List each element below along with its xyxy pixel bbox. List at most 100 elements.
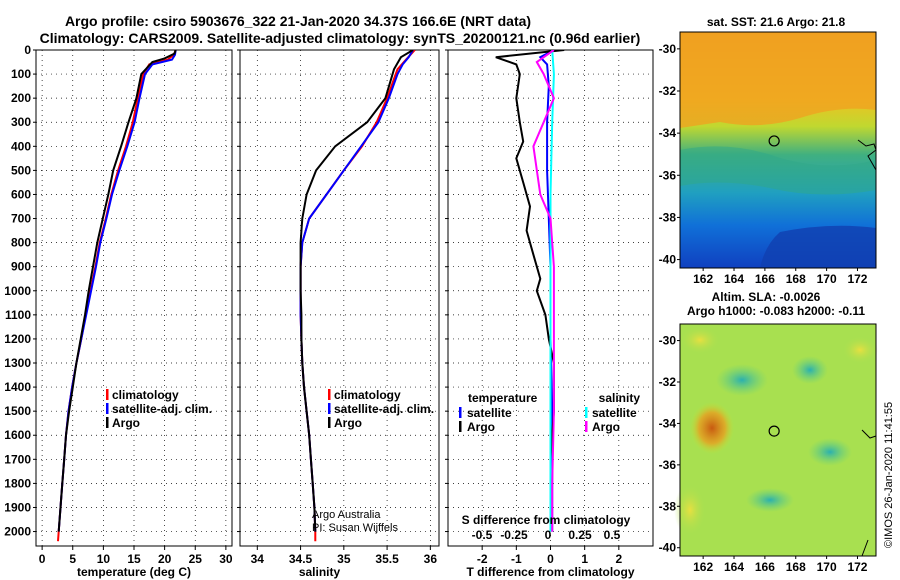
y-tick-label: 1200 [4, 332, 31, 346]
series-group [495, 50, 565, 532]
x-tick-label: 5 [69, 552, 76, 566]
legend-swatch [106, 389, 109, 400]
y-tick-label: 600 [11, 187, 31, 201]
top-tick-label: -0.25 [500, 528, 528, 542]
legend-label: Argo [592, 420, 620, 434]
x-tick-label: 10 [97, 552, 111, 566]
sla-anomaly-high [674, 484, 706, 536]
map-x-tick-label: 162 [693, 560, 713, 574]
series-line-argo [299, 50, 414, 532]
x-tick-label: 15 [127, 552, 141, 566]
top-axis-label: S difference from climatology [462, 513, 631, 527]
legend-label: satellite-adj. clim. [334, 402, 434, 416]
salinity-panel: 34 34.5 35 35.5 36 salinity climatologysatelli… [237, 49, 440, 579]
sst-coastline [857, 139, 877, 171]
sla-anomaly-high [680, 326, 720, 354]
map-y-tick-label: -30 [659, 334, 677, 348]
temperature-panel: 0 5 10 15 20 25 300100200300400500600700800900… [4, 43, 233, 579]
map-x-tick-label: 170 [817, 560, 837, 574]
legend-swatch [585, 421, 588, 432]
sla-anomaly-high [842, 336, 878, 364]
y-tick-label: 700 [11, 212, 31, 226]
sst-green-band [680, 146, 876, 195]
sst-map-frame [679, 31, 877, 269]
legend-label: Argo [112, 416, 140, 430]
y-tick-label: 1700 [4, 452, 31, 466]
sla-coastline [861, 429, 877, 557]
legend-swatch [328, 403, 331, 414]
map-y-tick-label: -34 [659, 416, 677, 430]
y-tick-label: 100 [11, 67, 31, 81]
legend-swatch [459, 407, 462, 418]
map-y-tick-label: -38 [659, 210, 677, 224]
sla-map: Altim. SLA: -0.0026 Argo h1000: -0.083 h… [659, 290, 878, 574]
map-y-tick-label: -32 [659, 84, 677, 98]
y-tick-label: 400 [11, 139, 31, 153]
figure-title-line1: Argo profile: csiro 5903676_322 21-Jan-2… [65, 13, 531, 29]
x-tick-label: 35 [337, 552, 351, 566]
top-tick-label: -0.5 [472, 528, 493, 542]
y-tick-label: 1900 [4, 500, 31, 514]
series-line-argo [57, 50, 177, 532]
map-x-tick-label: 168 [786, 560, 806, 574]
credit-line1: Argo Australia [312, 509, 381, 521]
sst-map: sat. SST: 21.6 Argo: 21.8 162 164 166 168 17… [659, 15, 877, 286]
x-axis-label: T difference from climatology [466, 565, 634, 579]
sla-argo-marker [768, 425, 780, 437]
y-tick-label: 1000 [4, 284, 31, 298]
x-tick-label: 35.5 [375, 552, 399, 566]
legend-title-salinity: salinity [599, 391, 641, 405]
y-tick-label: 1500 [4, 404, 31, 418]
y-tick-label: 1800 [4, 476, 31, 490]
x-axis-label: salinity [299, 565, 341, 579]
legend-label: Argo [334, 416, 362, 430]
credit-line2: PI: Susan Wijffels [312, 522, 398, 534]
legend-swatch [328, 389, 331, 400]
y-tick-label: 900 [11, 260, 31, 274]
map-x-tick-label: 166 [755, 560, 775, 574]
panel-frame [239, 49, 440, 547]
map-y-tick-label: -34 [659, 126, 677, 140]
map-x-tick-label: 170 [817, 272, 837, 286]
series-group [57, 50, 177, 542]
x-tick-label: 34.5 [289, 552, 313, 566]
map-x-tick-label: 162 [693, 272, 713, 286]
series-line-sat-salinity [549, 50, 555, 532]
sla-anomaly-low [716, 364, 768, 396]
y-tick-label: 1100 [5, 308, 31, 322]
map-y-tick-label: -36 [659, 168, 677, 182]
y-tick-label: 300 [11, 115, 31, 129]
sla-map-title-line2: Argo h1000: -0.083 h2000: -0.11 [687, 304, 865, 318]
y-tick-label: 1600 [4, 428, 31, 442]
map-x-tick-label: 164 [724, 560, 744, 574]
x-tick-label: -2 [477, 552, 488, 566]
map-x-tick-label: 168 [786, 272, 806, 286]
series-line-argo-salinity [532, 50, 555, 532]
map-y-tick-label: -40 [659, 541, 677, 555]
legend-label: satellite [592, 406, 637, 420]
x-tick-label: 20 [158, 552, 172, 566]
map-y-tick-label: -40 [659, 253, 677, 267]
sla-anomaly-low [792, 356, 828, 384]
top-tick-label: 0.5 [604, 528, 621, 542]
y-tick-label: 1400 [4, 380, 31, 394]
series-line-climatology [299, 50, 416, 542]
legend-label: satellite-adj. clim. [112, 402, 212, 416]
y-tick-label: 1300 [4, 356, 31, 370]
sst-warm-region [680, 32, 876, 128]
legend-swatch [106, 403, 109, 414]
sst-cold-region [760, 225, 876, 268]
legend-label: satellite [467, 406, 512, 420]
legend-label: Argo [467, 420, 495, 434]
map-x-tick-label: 164 [724, 272, 744, 286]
x-tick-label: 2 [615, 552, 622, 566]
map-x-tick-label: 172 [847, 560, 867, 574]
y-tick-label: 2000 [4, 525, 31, 539]
y-tick-label: 200 [11, 91, 31, 105]
legend-swatch [459, 421, 462, 432]
sla-anomaly-high [690, 402, 734, 454]
x-tick-label: 0 [547, 552, 554, 566]
sla-map-frame [679, 323, 877, 557]
map-y-tick-label: -30 [659, 42, 677, 56]
x-axis-label: temperature (deg C) [77, 565, 191, 579]
